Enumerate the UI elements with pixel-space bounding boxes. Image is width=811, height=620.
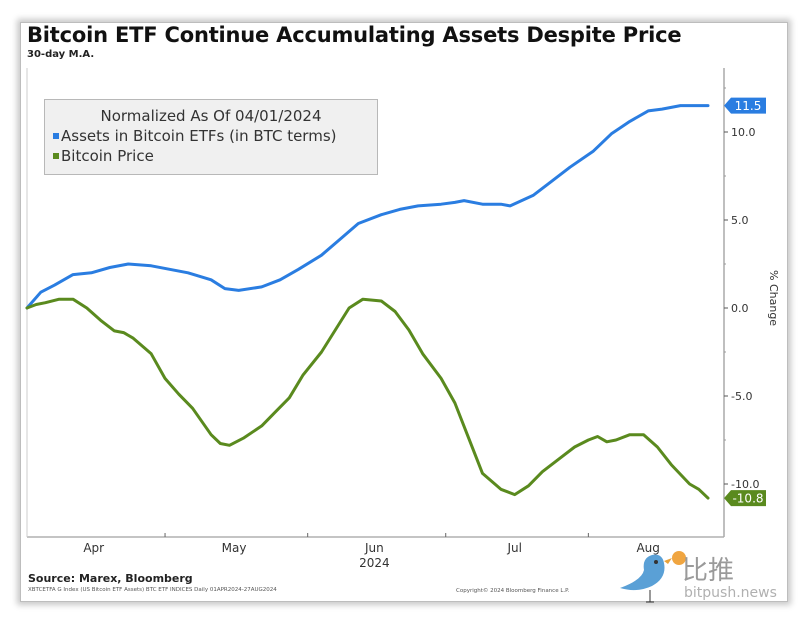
- copyright-note: Copyright© 2024 Bloomberg Finance L.P.: [456, 588, 570, 594]
- y-axis-title: % Change: [767, 270, 780, 326]
- legend: Normalized As Of 04/01/2024 Assets in Bi…: [44, 99, 378, 175]
- legend-swatch-blue: [53, 133, 59, 139]
- series-line-etf-assets: [25, 104, 710, 310]
- x-tick-label: Aug: [636, 541, 659, 555]
- series-group: [25, 104, 710, 500]
- legend-label: Bitcoin Price: [61, 147, 154, 165]
- series-line-bitcoin-price: [25, 297, 710, 500]
- y-tick-label: 10.0: [731, 126, 756, 139]
- legend-label: Assets in Bitcoin ETFs (in BTC terms): [61, 127, 337, 145]
- end-labels: 11.5 -10.8: [724, 97, 766, 507]
- end-label-bitcoin-price: -10.8: [724, 490, 766, 507]
- y-tick-label: -10.0: [731, 478, 759, 491]
- x-year-label: 2024: [359, 556, 390, 570]
- x-tick-label: May: [222, 541, 247, 555]
- end-label-flag: [724, 490, 766, 507]
- legend-swatch-green: [53, 153, 59, 159]
- y-tick-label: 5.0: [731, 214, 749, 227]
- index-footnote: XBTCETFA G Index (US Bitcoin ETF Assets)…: [28, 587, 277, 593]
- end-label-etf-assets: 11.5: [724, 97, 766, 114]
- legend-item-bitcoin-price: Bitcoin Price: [45, 146, 377, 166]
- y-tick-label: -5.0: [731, 390, 752, 403]
- watermark-url: bitpush.news: [684, 585, 777, 601]
- y-ticks: 10.0 5.0 0.0 -5.0 -10.0: [724, 87, 759, 491]
- chart-title: Bitcoin ETF Continue Accumulating Assets…: [27, 23, 682, 47]
- legend-item-etf-assets: Assets in Bitcoin ETFs (in BTC terms): [45, 126, 377, 146]
- bird-logo-icon: [620, 551, 686, 603]
- chart-subtitle: 30-day M.A.: [27, 49, 95, 60]
- end-label-value: 11.5: [735, 99, 762, 113]
- x-ticks: Apr May Jun Jul Aug 2024: [83, 533, 660, 570]
- watermark-text: 比推: [682, 556, 735, 586]
- source-note: Source: Marex, Bloomberg: [28, 572, 193, 585]
- end-label-flag: [724, 97, 766, 114]
- end-label-value: -10.8: [732, 492, 763, 506]
- x-tick-label: Jun: [364, 541, 384, 555]
- y-tick-label: 0.0: [731, 302, 749, 315]
- x-tick-label: Apr: [83, 541, 104, 555]
- axes: [26, 68, 725, 538]
- x-tick-label: Jul: [507, 541, 522, 555]
- legend-title: Normalized As Of 04/01/2024: [100, 107, 322, 125]
